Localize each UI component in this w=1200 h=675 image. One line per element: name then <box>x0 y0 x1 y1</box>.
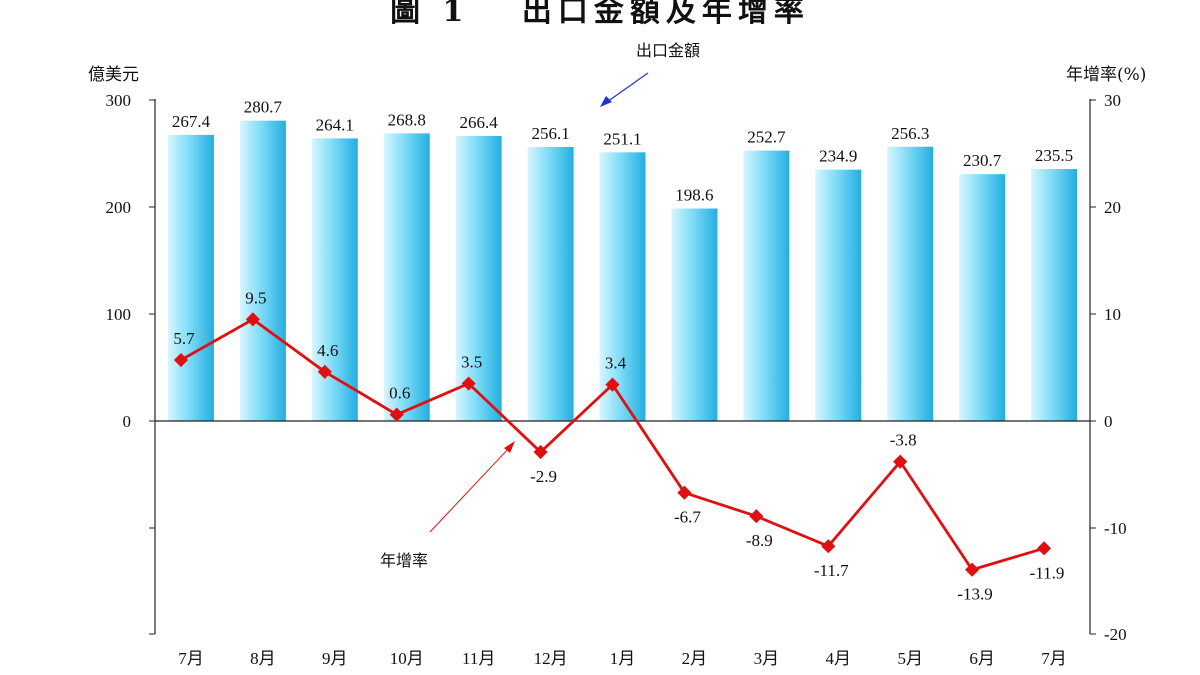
bar-series <box>167 120 1078 421</box>
bar <box>887 146 934 421</box>
x-tick-label: 11月 <box>462 649 495 668</box>
yoy-value-label: -11.9 <box>1030 563 1065 582</box>
yoy-value-label: -3.8 <box>890 431 917 450</box>
x-tick-label: 8月 <box>250 649 276 668</box>
yoy-point <box>317 364 332 379</box>
bar <box>167 134 214 421</box>
data-labels: 267.4 280.7 264.1 268.8 266.4 256.1 251.1 198.6… <box>172 98 1073 604</box>
x-tick-label: 2月 <box>682 649 708 668</box>
line-annotation-arrow <box>429 446 511 533</box>
yoy-point <box>1036 541 1052 556</box>
bar-value-label: 268.8 <box>388 110 426 129</box>
bar-value-label: 280.7 <box>244 98 283 117</box>
x-tick-label: 5月 <box>897 649 923 668</box>
yoy-point <box>173 352 189 368</box>
yoy-point <box>533 444 548 460</box>
x-tick-label: 9月 <box>322 649 348 668</box>
right-tick-label: -20 <box>1104 625 1127 644</box>
bar <box>239 120 286 421</box>
yoy-value-label: 0.6 <box>389 384 410 403</box>
right-tick-label: 20 <box>1104 198 1121 217</box>
bar <box>959 174 1006 421</box>
bar-value-label: 256.3 <box>891 124 929 143</box>
yoy-point <box>461 376 476 391</box>
bar <box>599 152 646 421</box>
x-tick-label: 7月 <box>178 649 204 668</box>
left-axis-unit: 億美元 <box>88 65 139 85</box>
line-series-annotation: 年增率 <box>380 551 428 570</box>
bar <box>815 169 862 421</box>
yoy-value-label: -6.7 <box>674 508 701 527</box>
bar-value-label: 266.4 <box>460 113 499 132</box>
yoy-point <box>893 454 908 469</box>
bar-value-label: 251.1 <box>603 129 641 148</box>
x-tick-label: 6月 <box>969 649 995 668</box>
bar <box>671 208 718 421</box>
bar-value-label: 198.6 <box>675 185 713 204</box>
bar-value-label: 252.7 <box>747 128 786 147</box>
yoy-point <box>965 562 980 577</box>
bar <box>383 133 430 421</box>
left-tick-label: 100 <box>106 305 132 324</box>
bar <box>455 135 502 421</box>
right-axis-unit: 年增率(%) <box>1066 65 1147 85</box>
right-tick-label: 0 <box>1104 412 1113 431</box>
bar <box>1031 169 1078 421</box>
yoy-value-label: 3.4 <box>605 354 627 373</box>
yoy-value-label: 4.6 <box>317 341 338 360</box>
x-tick-label: 4月 <box>826 649 852 668</box>
bar-value-label: 230.7 <box>963 151 1002 170</box>
bar-value-label: 235.5 <box>1035 146 1073 165</box>
chart-title: 圖 1 出口金額及年增率 <box>390 0 810 29</box>
left-tick-label: 300 <box>106 91 132 110</box>
yoy-point <box>245 312 260 327</box>
bar <box>311 138 358 421</box>
bar-value-label: 264.1 <box>316 115 354 134</box>
bar-annotation-arrowhead <box>600 96 612 107</box>
x-tick-label: 7月 <box>1041 649 1067 668</box>
x-tick-label: 10月 <box>390 649 424 668</box>
right-tick-label: 10 <box>1104 305 1121 324</box>
yoy-value-label: -11.7 <box>814 561 849 580</box>
bar <box>743 150 790 421</box>
x-tick-label: 3月 <box>754 649 780 668</box>
bar-value-label: 267.4 <box>172 112 211 131</box>
yoy-value-label: 5.7 <box>173 329 195 348</box>
yoy-point <box>389 407 404 422</box>
line-series <box>173 312 1052 577</box>
bar <box>527 146 574 421</box>
yoy-value-label: 3.5 <box>461 353 482 372</box>
yoy-value-label: 9.5 <box>245 288 266 307</box>
left-tick-label: 200 <box>106 198 132 217</box>
yoy-point <box>605 377 620 392</box>
yoy-value-label: -13.9 <box>957 585 992 604</box>
right-tick-label: -10 <box>1104 519 1127 538</box>
bar-series-annotation: 出口金額 <box>636 41 700 60</box>
yoy-point <box>677 485 692 500</box>
right-tick-label: 30 <box>1104 91 1121 110</box>
x-tick-label: 12月 <box>534 649 568 668</box>
bar-value-label: 256.1 <box>531 124 569 143</box>
yoy-point <box>749 509 764 524</box>
bar-annotation-arrow <box>603 72 649 105</box>
yoy-point <box>821 539 836 554</box>
yoy-value-label: -2.9 <box>530 467 557 486</box>
yoy-value-label: -8.9 <box>746 531 773 550</box>
left-tick-label: 0 <box>123 412 132 431</box>
line-annotation-arrowhead <box>504 441 515 453</box>
bar-value-label: 234.9 <box>819 147 857 166</box>
x-tick-label: 1月 <box>610 649 636 668</box>
